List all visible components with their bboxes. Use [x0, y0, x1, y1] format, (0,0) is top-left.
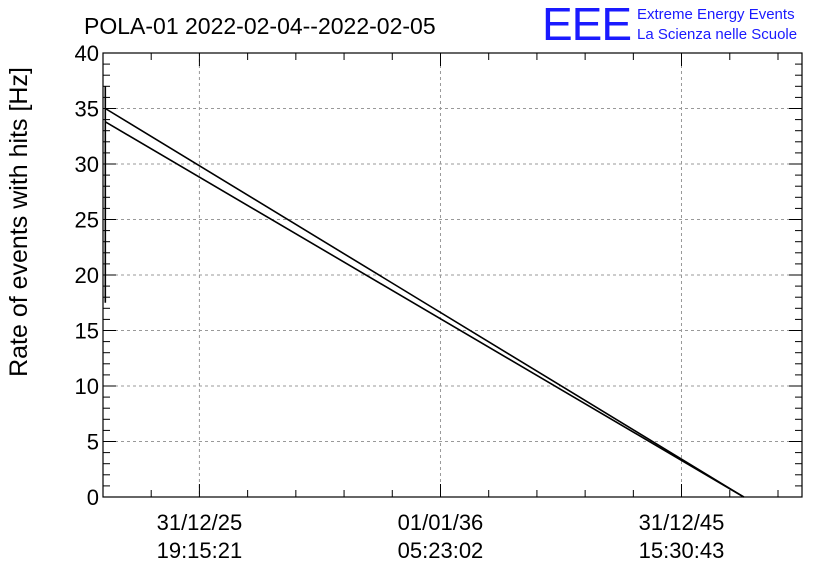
series-line-segment — [104, 107, 745, 498]
logo-line-1: Extreme Energy Events — [637, 6, 795, 23]
eee-logo: EEE Extreme Energy Events La Scienza nel… — [542, 0, 797, 50]
x-tick-label-time: 05:23:02 — [398, 538, 484, 563]
x-tick-label-time: 19:15:21 — [157, 538, 243, 563]
logo-line-2: La Scienza nelle Scuole — [637, 26, 797, 43]
grid — [103, 53, 802, 497]
x-tick-label-date: 31/12/45 — [639, 510, 725, 535]
y-tick-label: 10 — [75, 374, 99, 399]
y-tick-label: 25 — [75, 208, 99, 233]
data-series — [104, 86, 745, 498]
y-tick-label: 40 — [75, 41, 99, 66]
y-axis-title: Rate of events with hits [Hz] — [5, 67, 33, 377]
series-line-segment — [104, 121, 745, 498]
logo-mark: EEE — [542, 0, 631, 50]
chart-title: POLA-01 2022-02-04--2022-02-05 — [84, 13, 436, 39]
axes: 0 5 10 15 20 25 30 35 40 31/12/25 19:15:21 01/01/36… — [75, 41, 803, 563]
y-tick-label: 15 — [75, 319, 99, 344]
y-tick-label: 5 — [87, 430, 99, 455]
y-tick-label: 0 — [87, 485, 99, 510]
x-tick-label-time: 15:30:43 — [639, 538, 725, 563]
y-tick-label: 20 — [75, 263, 99, 288]
y-tick-label: 35 — [75, 97, 99, 122]
y-tick-label: 30 — [75, 152, 99, 177]
x-tick-label-date: 31/12/25 — [157, 510, 243, 535]
series-layer — [104, 86, 745, 498]
plot-frame — [102, 52, 803, 498]
x-tick-label-date: 01/01/36 — [398, 510, 484, 535]
